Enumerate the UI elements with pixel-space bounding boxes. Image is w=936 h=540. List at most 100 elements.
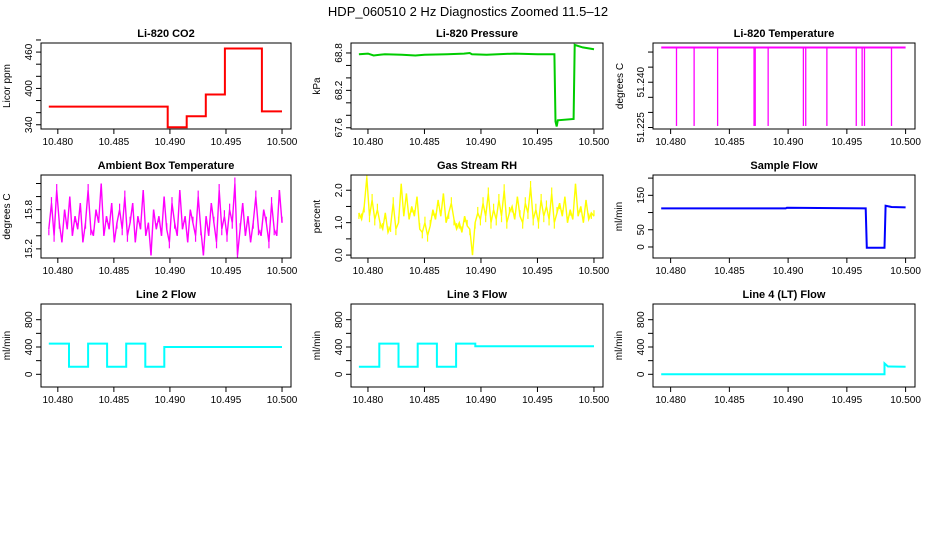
x-tick-label: 10.485 [409, 266, 440, 277]
y-axis-label: ml/min [614, 202, 625, 231]
panel-title: Line 3 Flow [447, 289, 507, 301]
x-tick-label: 10.490 [773, 266, 804, 277]
x-tick-label: 10.500 [890, 395, 921, 406]
x-tick-label: 10.490 [773, 137, 804, 148]
plot-frame [40, 174, 292, 259]
x-tick-label: 10.480 [353, 395, 384, 406]
figure-title: HDP_060510 2 Hz Diagnostics Zoomed 11.5–… [328, 4, 608, 19]
series-line [661, 361, 906, 376]
x-tick-label: 10.490 [155, 395, 186, 406]
y-tick-label: 68.2 [334, 80, 345, 100]
x-tick-label: 10.495 [832, 266, 863, 277]
x-tick-label: 10.480 [655, 395, 686, 406]
plot-area [48, 177, 283, 258]
x-tick-label: 10.500 [890, 137, 921, 148]
x-tick-label: 10.500 [267, 395, 298, 406]
x-tick-label: 10.480 [353, 266, 384, 277]
x-tick-label: 10.490 [466, 266, 497, 277]
x-tick-label: 10.495 [211, 137, 242, 148]
y-axis-label: ml/min [614, 331, 625, 360]
plot-frame [350, 303, 604, 388]
x-tick-label: 10.490 [466, 395, 497, 406]
panel-6: Sample Flow 10.480 10.485 10.490 10.495 10.50… [614, 160, 921, 277]
y-tick-label: 2.0 [334, 183, 345, 197]
y-axis-label: degrees C [2, 193, 13, 239]
plot-frame [40, 303, 292, 388]
panel-7: Line 2 Flow 10.480 10.485 10.490 10.495 10.50… [2, 289, 298, 406]
y-tick-label: 0 [24, 371, 35, 377]
x-tick-label: 10.495 [211, 395, 242, 406]
x-tick-label: 10.480 [43, 395, 74, 406]
plot-area [661, 46, 906, 126]
y-tick-label: 0 [636, 244, 647, 250]
x-tick-label: 10.490 [466, 137, 497, 148]
plot-area [48, 342, 282, 368]
y-tick-label: 50 [636, 224, 647, 236]
series-line [358, 43, 595, 127]
panel-title: Li-820 Pressure [436, 28, 518, 40]
x-tick-label: 10.500 [267, 266, 298, 277]
y-tick-label: 0 [334, 371, 345, 377]
y-tick-label: 460 [24, 43, 35, 60]
panel-title: Li-820 Temperature [734, 28, 835, 40]
y-tick-label: 1.0 [334, 215, 345, 229]
y-tick-label: 0.0 [334, 248, 345, 262]
x-tick-label: 10.500 [579, 395, 610, 406]
panel-2: Li-820 Pressure 10.480 10.485 10.490 10.495 1… [312, 28, 610, 148]
series-line [661, 204, 906, 249]
y-tick-label: 67.6 [334, 118, 345, 138]
y-tick-label: 51.225 [636, 112, 647, 143]
panel-title: Gas Stream RH [437, 160, 517, 172]
x-tick-label: 10.480 [43, 137, 74, 148]
x-tick-label: 10.485 [99, 395, 130, 406]
x-tick-label: 10.495 [832, 137, 863, 148]
panel-title: Line 2 Flow [136, 289, 196, 301]
plot-area [48, 47, 282, 129]
series-line [48, 183, 283, 256]
y-axis-label: ml/min [312, 331, 323, 360]
x-tick-label: 10.480 [43, 266, 74, 277]
x-tick-label: 10.485 [99, 137, 130, 148]
panel-8: Line 3 Flow 10.480 10.485 10.490 10.495 10.50… [312, 289, 610, 406]
x-tick-label: 10.500 [890, 266, 921, 277]
x-tick-label: 10.500 [579, 266, 610, 277]
y-tick-label: 400 [24, 80, 35, 97]
x-tick-label: 10.495 [522, 395, 553, 406]
plot-frame [350, 174, 604, 259]
panel-4: Ambient Box Temperature 10.480 10.485 10.49… [2, 160, 298, 277]
plot-frame [350, 42, 604, 130]
series-line [48, 342, 282, 368]
x-tick-label: 10.495 [211, 266, 242, 277]
plot-frame [652, 174, 916, 259]
y-tick-label: 800 [24, 311, 35, 328]
x-tick-label: 10.500 [579, 137, 610, 148]
x-tick-label: 10.490 [773, 395, 804, 406]
plot-frame [652, 42, 916, 130]
y-tick-label: 51.240 [636, 67, 647, 98]
panel-title: Li-820 CO2 [137, 28, 194, 40]
panel-5: Gas Stream RH 10.480 10.485 10.490 10.495 10.… [312, 160, 610, 277]
y-axis-label: ml/min [2, 331, 13, 360]
series-line [358, 342, 594, 368]
plot-area [358, 175, 595, 256]
x-tick-label: 10.480 [353, 137, 384, 148]
panel-9: Line 4 (LT) Flow 10.480 10.485 10.490 10.495… [614, 289, 921, 406]
y-tick-label: 800 [636, 311, 647, 328]
y-tick-label: 15.8 [24, 199, 35, 219]
series-line [48, 47, 282, 129]
x-tick-label: 10.480 [655, 266, 686, 277]
panel-1: Li-820 CO2 10.480 10.485 10.490 10.495 10.500… [2, 28, 298, 148]
x-tick-label: 10.485 [714, 137, 745, 148]
plot-frame [40, 42, 292, 130]
plot-area [358, 43, 595, 127]
x-tick-label: 10.480 [655, 137, 686, 148]
panel-title: Line 4 (LT) Flow [743, 289, 826, 301]
y-axis-label: kPa [312, 77, 323, 95]
x-tick-label: 10.500 [267, 137, 298, 148]
x-tick-label: 10.485 [714, 266, 745, 277]
x-tick-label: 10.485 [99, 266, 130, 277]
x-tick-label: 10.490 [155, 137, 186, 148]
x-tick-label: 10.485 [409, 137, 440, 148]
x-tick-label: 10.495 [832, 395, 863, 406]
